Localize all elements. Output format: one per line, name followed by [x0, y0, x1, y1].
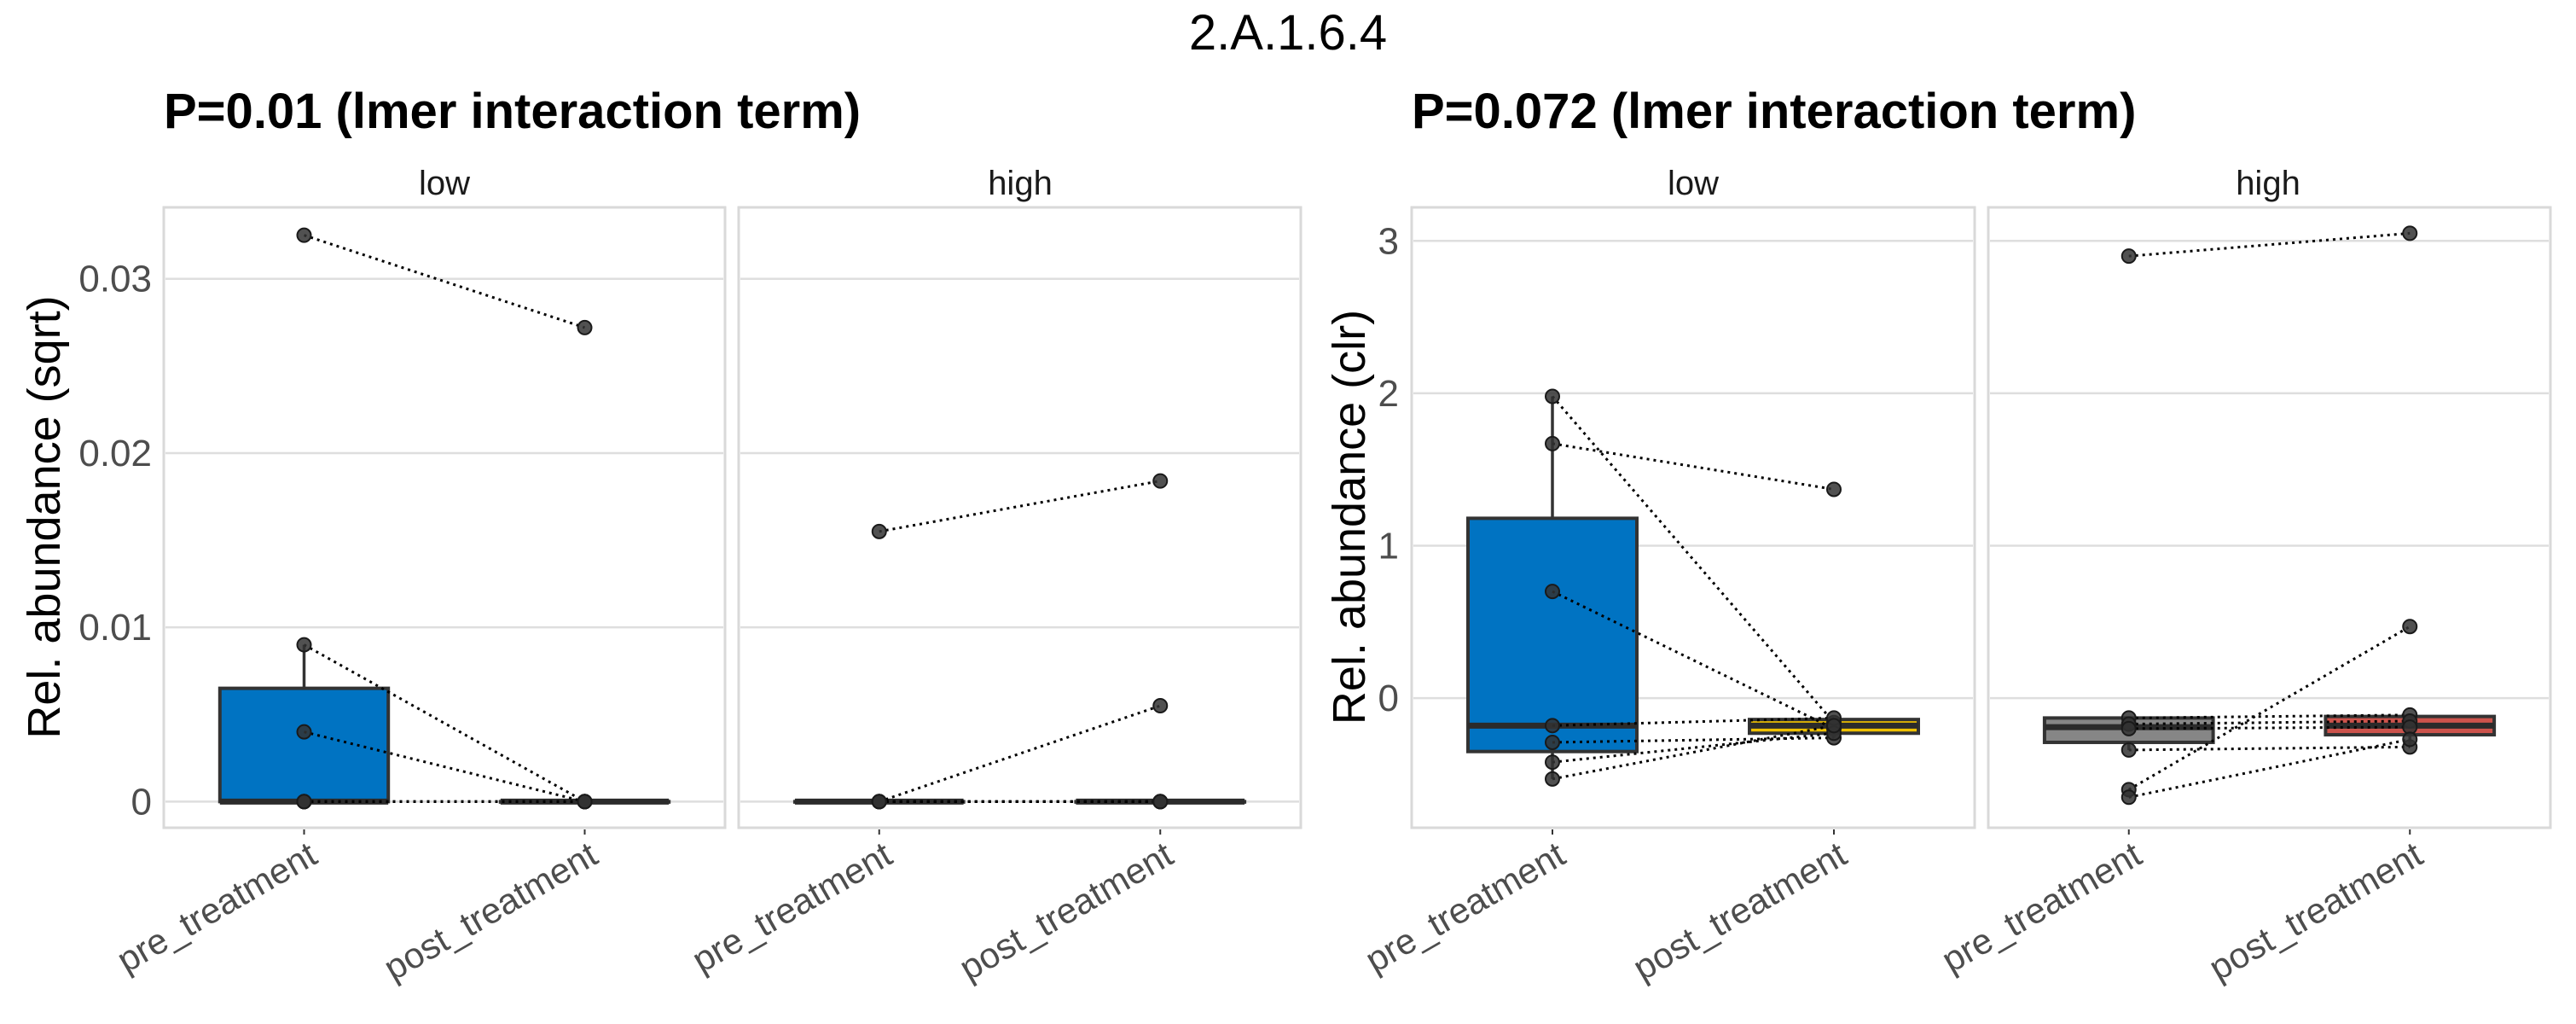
x-tick-label: pre_treatment	[1935, 834, 2148, 980]
data-point-post	[1152, 473, 1169, 489]
data-point-pre	[1545, 718, 1560, 734]
data-point-pre	[871, 794, 887, 810]
x-tick-label: pre_treatment	[1359, 834, 1572, 980]
figure-title: 2.A.1.6.4	[1189, 5, 1387, 61]
x-tick-label: pre_treatment	[110, 834, 323, 980]
y-axis-label: Rel. abundance (sqrt)	[19, 295, 70, 738]
y-axis-label: Rel. abundance (clr)	[1324, 310, 1375, 724]
facet-strip-label: low	[1668, 165, 1719, 202]
data-point-post	[2402, 731, 2418, 748]
x-tick-label: post_treatment	[953, 834, 1180, 988]
data-point-pre	[1545, 754, 1560, 771]
data-point-pre	[1545, 388, 1560, 404]
data-point-post	[1826, 481, 1842, 497]
data-point-post	[1152, 698, 1169, 714]
y-tick-label: 2	[1378, 373, 1399, 415]
y-tick-label: 0	[1378, 678, 1399, 719]
paired-line	[2128, 745, 2411, 752]
data-point-post	[577, 319, 593, 335]
data-point-post	[1152, 794, 1169, 810]
x-tick-label: post_treatment	[2202, 834, 2429, 988]
facet-strip-label: high	[988, 165, 1053, 202]
paired-line	[2128, 713, 2411, 719]
x-tick-label: post_treatment	[377, 834, 604, 988]
x-tick-label: post_treatment	[1626, 834, 1853, 988]
facet-low: low pre_treatment post_treatment	[110, 165, 727, 988]
y-tick-label: 3	[1378, 220, 1399, 262]
paired-line	[303, 643, 586, 803]
y-tick-label: 1	[1378, 526, 1399, 567]
data-point-pre	[1545, 584, 1560, 600]
data-point-pre	[1545, 734, 1560, 750]
box-pre_treatment	[1466, 516, 1639, 753]
y-tick-label: 0.01	[78, 607, 152, 649]
paired-line	[879, 704, 1161, 803]
y-tick-label: 0.02	[78, 433, 152, 474]
data-point-pre	[296, 227, 312, 243]
data-point-pre	[2121, 248, 2137, 265]
y-tick-label: 0.03	[78, 259, 152, 300]
data-point-pre	[1545, 435, 1560, 451]
facet-low: low pre_treatment post_treatment	[1359, 165, 1976, 988]
box-pre_treatment	[218, 686, 391, 804]
panel-border	[737, 206, 1303, 829]
data-point-post	[2402, 619, 2418, 635]
facet-high: high pre_treatment post_treatment	[1935, 165, 2552, 988]
data-point-pre	[296, 724, 312, 740]
paired-line	[2128, 737, 2411, 799]
x-tick-label: pre_treatment	[685, 834, 898, 980]
facet-strip-label: high	[2236, 165, 2300, 202]
chart-sqrt: P=0.01 (lmer interaction term) Rel. abun…	[19, 84, 1303, 988]
facet-high: high pre_treatment post_treatment	[685, 165, 1303, 988]
paired-line	[2128, 725, 2411, 730]
chart-title: P=0.01 (lmer interaction term)	[164, 84, 861, 139]
data-point-post	[577, 794, 593, 810]
paired-line	[304, 234, 585, 329]
data-point-pre	[296, 794, 312, 810]
paired-line	[2128, 719, 2411, 726]
data-point-pre	[2121, 742, 2137, 758]
data-point-pre	[2121, 720, 2137, 736]
data-point-pre	[2121, 789, 2137, 806]
data-point-pre	[871, 523, 887, 539]
data-point-post	[1826, 718, 1842, 734]
data-point-pre	[296, 637, 312, 653]
paired-line	[304, 730, 585, 803]
data-point-post	[2402, 225, 2418, 241]
data-point-pre	[1545, 771, 1560, 787]
paired-line	[1552, 590, 1835, 730]
chart-title: P=0.072 (lmer interaction term)	[1412, 84, 2136, 139]
y-tick-label: 0	[131, 781, 152, 823]
chart-clr: P=0.072 (lmer interaction term) Rel. abu…	[1324, 84, 2552, 988]
facet-strip-label: low	[419, 165, 470, 202]
